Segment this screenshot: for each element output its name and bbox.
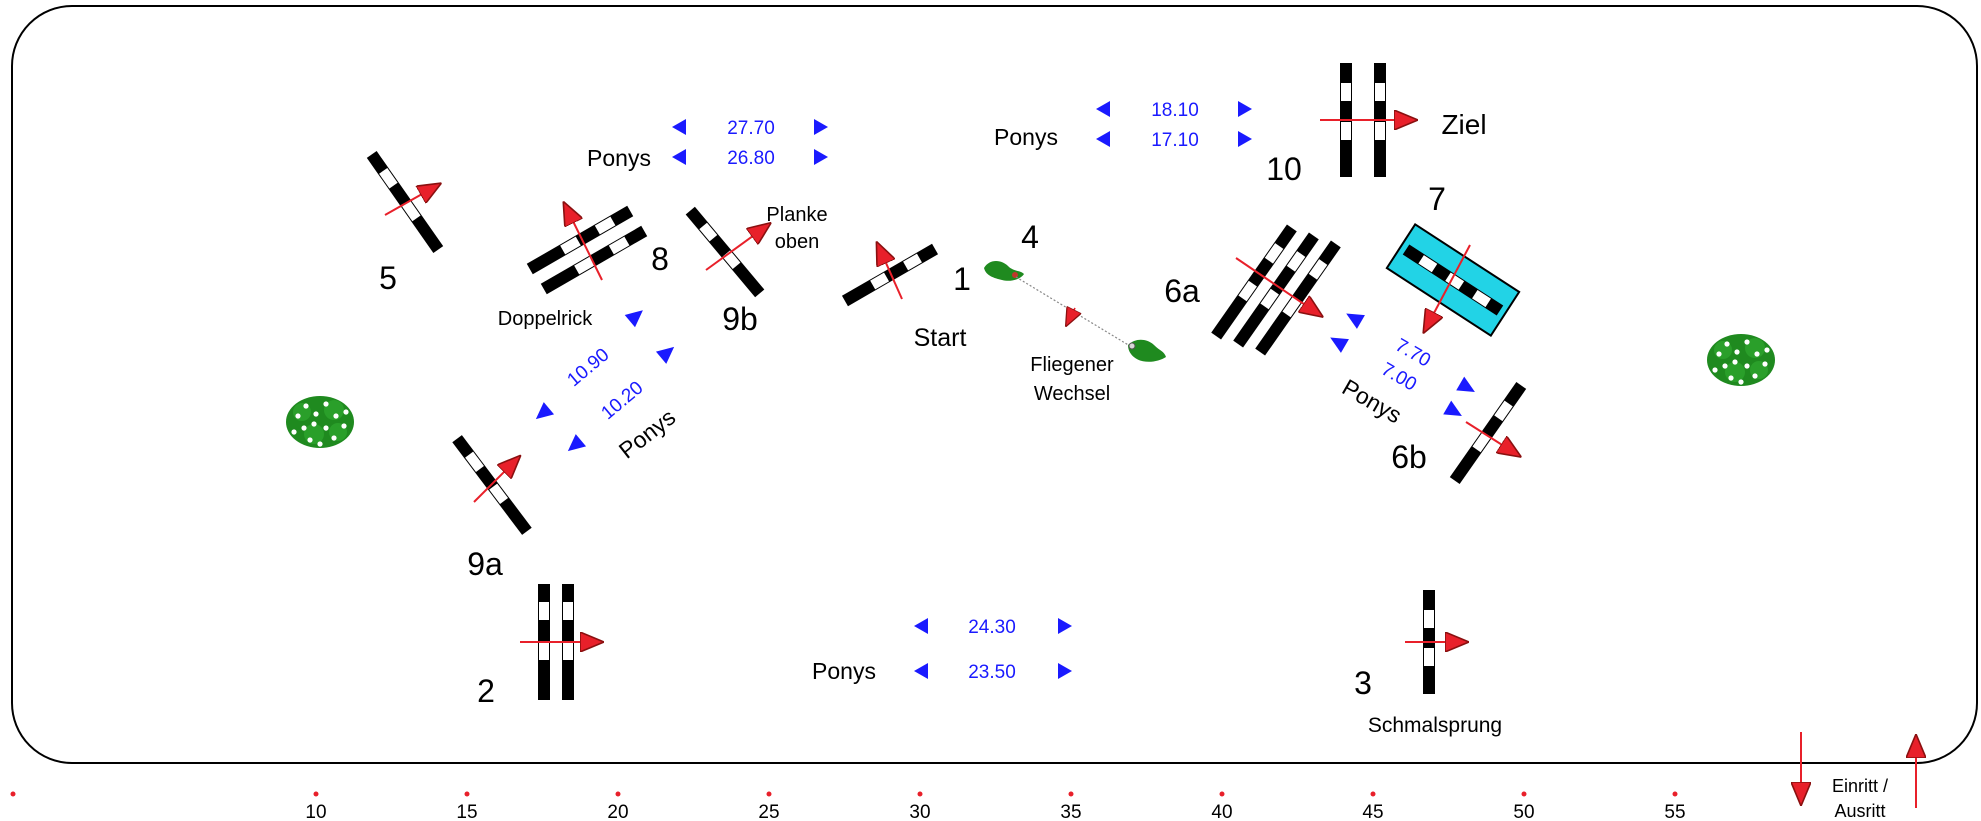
ponys-label: Ponys xyxy=(587,145,651,171)
scale-tick-label: 25 xyxy=(758,802,779,821)
label-schmalsprung: Schmalsprung xyxy=(1368,714,1502,737)
scale-tick-label: 35 xyxy=(1060,802,1081,821)
scale-tick-25: 25 xyxy=(758,791,780,821)
scale-tick-label: 15 xyxy=(456,802,477,821)
obstacle-8 xyxy=(526,205,648,295)
direction-arrow-6a xyxy=(1235,257,1320,315)
label-exit: Ausritt xyxy=(1834,801,1885,821)
label-start: Start xyxy=(914,324,967,352)
scale-tick-50: 50 xyxy=(1513,791,1535,821)
distance-value-ponys: 23.50 xyxy=(968,662,1016,683)
scale-tick-40: 40 xyxy=(1211,791,1233,821)
obstacle-9b xyxy=(685,206,765,298)
distance-right-diagonal: 7.70 7.00 Ponys xyxy=(1330,313,1475,428)
distance-top-right: 18.10 17.10 Ponys xyxy=(994,100,1252,151)
direction-arrow-5 xyxy=(384,185,438,216)
scale-tick-label: 45 xyxy=(1362,802,1383,821)
direction-arrow-9a xyxy=(473,458,518,503)
obstacle-label-7: 7 xyxy=(1428,181,1446,217)
scale-tick-label: 50 xyxy=(1513,802,1534,821)
obstacle-6b xyxy=(1449,382,1527,484)
ponys-label: Ponys xyxy=(994,124,1058,150)
bush-left-icon xyxy=(286,396,354,448)
direction-arrow-8 xyxy=(565,205,603,281)
obstacle-label-1: 1 xyxy=(953,261,971,297)
scale-dot xyxy=(10,791,16,797)
distance-value: 18.10 xyxy=(1151,100,1199,121)
distance-value-ponys: 10.20 xyxy=(598,377,648,424)
obstacle-4 xyxy=(984,261,1166,362)
scale-tick-label: 10 xyxy=(305,802,326,821)
obstacle-label-4: 4 xyxy=(1021,219,1039,255)
scale-tick-10: 10 xyxy=(305,791,327,821)
obstacle-label-9b: 9b xyxy=(722,301,758,337)
obstacle-label-6a: 6a xyxy=(1164,273,1200,309)
obstacle-5 xyxy=(366,151,444,253)
bush-right-icon xyxy=(1707,334,1775,386)
obstacle-6a xyxy=(1211,224,1341,356)
scale-tick-label: 40 xyxy=(1211,802,1232,821)
obstacle-label-9a: 9a xyxy=(467,546,503,582)
obstacle-7 xyxy=(1385,223,1521,337)
label-planke-1: Planke xyxy=(766,204,827,226)
scale-tick-55: 55 xyxy=(1664,791,1686,821)
scale-tick-35: 35 xyxy=(1060,791,1082,821)
distance-value: 27.70 xyxy=(727,118,775,139)
obstacle-label-6b: 6b xyxy=(1391,439,1427,475)
label-ziel: Ziel xyxy=(1441,109,1486,140)
entry-exit: Einritt / Ausritt xyxy=(1801,732,1916,821)
scale-tick-label: 20 xyxy=(607,802,628,821)
label-planke-2: oben xyxy=(775,231,820,253)
scale-bar: 10 15 20 25 30 35 40 45 50 55 xyxy=(10,791,1686,821)
direction-arrow-1 xyxy=(878,245,903,300)
obstacle-label-10: 10 xyxy=(1266,151,1302,187)
label-fliegener-1: Fliegener xyxy=(1030,354,1114,376)
label-fliegener-2: Wechsel xyxy=(1034,383,1110,405)
direction-arrow-4 xyxy=(1067,308,1075,324)
scale-tick-45: 45 xyxy=(1362,791,1384,821)
label-doppelrick: Doppelrick xyxy=(498,308,593,330)
distance-value-ponys: 17.10 xyxy=(1151,130,1199,151)
obstacle-1 xyxy=(841,243,939,307)
scale-tick-30: 30 xyxy=(909,791,931,821)
obstacle-label-8: 8 xyxy=(651,241,669,277)
distance-bottom: 24.30 23.50 Ponys xyxy=(812,617,1072,684)
direction-arrow-7 xyxy=(1425,244,1471,330)
direction-arrow-6b xyxy=(1465,421,1518,455)
distance-top-left: 27.70 26.80 Ponys xyxy=(587,118,828,171)
obstacle-label-5: 5 xyxy=(379,260,397,296)
label-entry: Einritt / xyxy=(1832,776,1888,796)
obstacle-label-2: 2 xyxy=(477,673,495,709)
arena-border xyxy=(11,5,1978,764)
distance-value: 10.90 xyxy=(564,344,614,391)
distance-value: 24.30 xyxy=(968,617,1016,638)
scale-tick-label: 30 xyxy=(909,802,930,821)
scale-tick-20: 20 xyxy=(607,791,629,821)
distance-value-ponys: 26.80 xyxy=(727,148,775,169)
ponys-label: Ponys xyxy=(812,658,876,684)
direction-arrow-9b xyxy=(705,225,768,271)
scale-tick-15: 15 xyxy=(456,791,478,821)
obstacle-label-3: 3 xyxy=(1354,665,1372,701)
scale-tick-label: 55 xyxy=(1664,802,1685,821)
